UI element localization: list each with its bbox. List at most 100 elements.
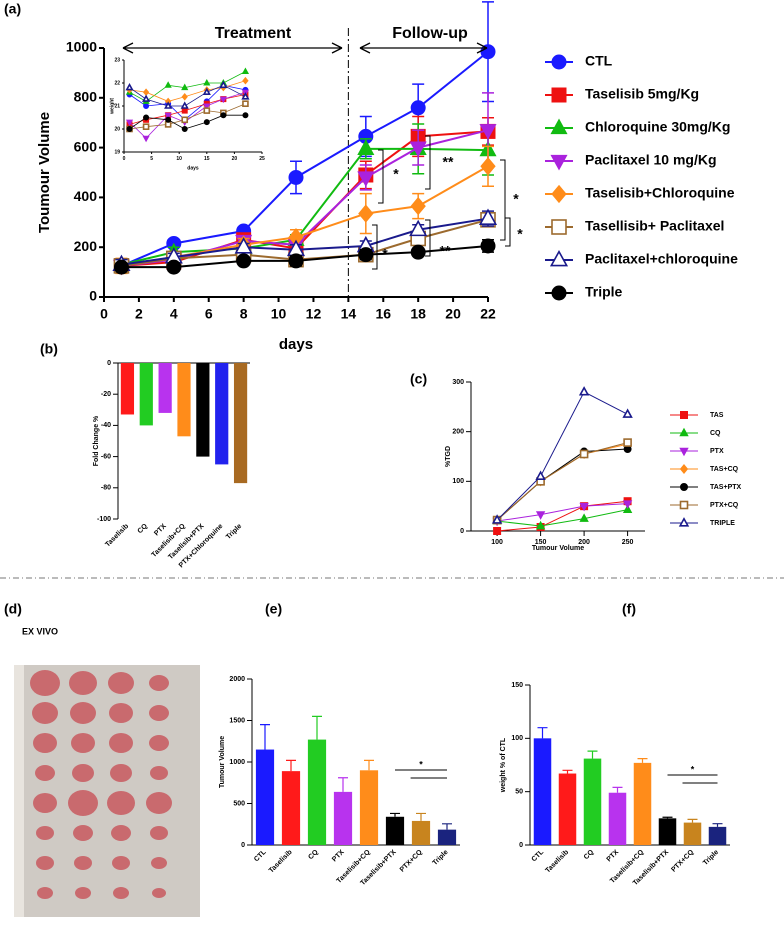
marker	[181, 126, 188, 132]
tumour	[111, 825, 131, 841]
marker	[164, 81, 172, 88]
x-tick-label: 200	[578, 539, 590, 546]
error-bar	[662, 816, 673, 819]
marker	[242, 76, 249, 85]
panel-label: (c)	[410, 371, 427, 387]
error-bar	[537, 727, 548, 739]
marker	[141, 94, 151, 102]
y-tick-label: -20	[101, 391, 111, 398]
series-line	[496, 442, 628, 521]
marker	[358, 247, 374, 263]
y-tick-label: 50	[515, 789, 523, 796]
marker	[180, 101, 189, 109]
tumour	[69, 671, 97, 695]
x-tick-label: CTL	[531, 848, 546, 863]
marker	[410, 196, 426, 216]
bar	[708, 826, 727, 845]
marker	[579, 513, 589, 522]
marker	[480, 238, 496, 254]
x-tick-label: CQ	[583, 848, 596, 861]
x-axis-label: days	[279, 336, 313, 353]
marker	[242, 100, 249, 107]
y-tick-label: 0	[107, 360, 111, 367]
x-tick-label: 22	[480, 305, 496, 321]
x-tick-label: 0	[123, 156, 126, 162]
x-tick-label: Taselisib	[104, 523, 130, 549]
marker	[478, 208, 498, 225]
marker	[126, 126, 133, 132]
annotation: *	[382, 246, 388, 262]
x-tick-label: 5	[150, 156, 153, 162]
error-bar	[442, 823, 452, 830]
y-tick-label: 800	[74, 89, 98, 105]
tumour	[113, 887, 129, 899]
x-tick-label: 20	[445, 305, 461, 321]
x-tick-label: 4	[170, 305, 178, 321]
y-tick-label: -40	[101, 422, 111, 429]
tumour	[146, 792, 172, 814]
series-line	[497, 509, 628, 527]
legend-label: Paclitaxel+chloroquine	[585, 251, 738, 267]
legend-label: TAS+PTX	[710, 484, 742, 491]
marker	[622, 408, 633, 418]
marker	[622, 500, 633, 509]
marker	[125, 119, 134, 127]
y-tick-label: 300	[452, 379, 464, 386]
tumour	[107, 791, 135, 815]
tumour	[109, 733, 133, 753]
marker	[549, 249, 569, 267]
bar	[359, 770, 379, 845]
marker	[551, 285, 567, 301]
y-tick-label: 21	[114, 103, 120, 109]
marker	[679, 447, 689, 457]
y-tick-label: 100	[511, 735, 523, 742]
legend-label: TAS	[710, 412, 724, 419]
x-tick-label: 8	[240, 305, 248, 321]
marker	[535, 470, 546, 480]
tumour	[108, 672, 134, 694]
bracket	[372, 135, 511, 270]
error-bar	[587, 750, 598, 759]
marker	[166, 259, 182, 275]
marker	[535, 520, 546, 530]
y-tick-label: 23	[114, 57, 120, 63]
tumour	[149, 675, 169, 691]
error-bar	[562, 769, 573, 774]
x-axis-label: Tumour Volume	[532, 545, 584, 552]
x-tick-label: Taselisib	[544, 849, 570, 875]
bar	[120, 363, 135, 415]
panel-label: (a)	[4, 1, 21, 17]
tumour	[70, 702, 96, 724]
marker	[203, 78, 211, 86]
x-tick-label: PTX	[153, 523, 168, 538]
legend-label: Taselisib+Chloroquine	[585, 185, 735, 201]
tumour	[30, 670, 60, 696]
error-bar	[312, 715, 322, 740]
x-axis-label: days	[187, 165, 199, 171]
x-tick-label: 0	[100, 305, 108, 321]
y-tick-label: 200	[74, 238, 98, 254]
error-bar	[286, 759, 296, 772]
marker	[242, 112, 249, 119]
tumour	[32, 702, 58, 724]
marker	[203, 107, 211, 114]
marker	[220, 112, 227, 119]
marker	[358, 204, 374, 223]
x-tick-label: 14	[341, 305, 357, 321]
bar	[281, 771, 301, 845]
annotation: **	[440, 243, 451, 259]
bar	[385, 816, 405, 845]
marker	[357, 171, 375, 187]
tumour	[68, 790, 98, 816]
tumour	[151, 857, 167, 869]
tumour	[36, 856, 54, 870]
legend-label: Paclitaxel 10 mg/Kg	[585, 152, 717, 168]
marker	[409, 141, 427, 158]
photo-caption: EX VIVO	[22, 626, 58, 636]
marker	[579, 502, 589, 512]
y-axis-label: %TGD	[445, 446, 452, 467]
legend-label: CTL	[585, 53, 613, 69]
marker	[234, 237, 253, 254]
error-bar	[364, 759, 374, 771]
